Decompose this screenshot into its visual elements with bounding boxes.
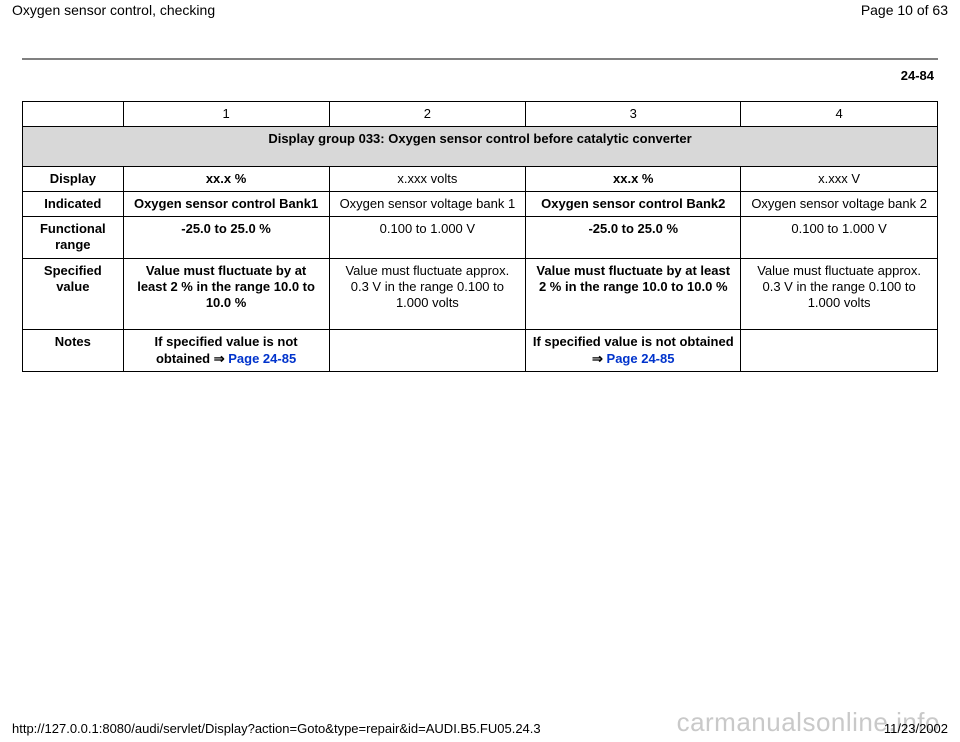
col-header-4: 4 — [741, 102, 938, 127]
col-header-3: 3 — [526, 102, 741, 127]
empty-cell — [741, 330, 938, 372]
cell: x.xxx volts — [329, 166, 526, 191]
cell: Value must fluctuate by at least 2 % in … — [526, 258, 741, 330]
cell: -25.0 to 25.0 % — [526, 217, 741, 259]
document-title: Oxygen sensor control, checking — [12, 2, 215, 18]
arrow-icon: ⇒ — [214, 351, 229, 366]
table-row: Specified value Value must fluctuate by … — [23, 258, 938, 330]
notes-cell-3: If specified value is not obtained ⇒ Pag… — [526, 330, 741, 372]
cell: Oxygen sensor control Bank2 — [526, 191, 741, 216]
cell: Value must fluctuate approx. 0.3 V in th… — [329, 258, 526, 330]
row-label-functional: Functional range — [23, 217, 124, 259]
cell: x.xxx V — [741, 166, 938, 191]
group-title: Display group 033: Oxygen sensor control… — [23, 127, 938, 166]
empty-cell — [329, 330, 526, 372]
display-group-table: 1 2 3 4 Display group 033: Oxygen sensor… — [22, 101, 938, 372]
cell: Oxygen sensor control Bank1 — [123, 191, 329, 216]
group-title-row: Display group 033: Oxygen sensor control… — [23, 127, 938, 166]
col-header-blank — [23, 102, 124, 127]
page-indicator: Page 10 of 63 — [861, 2, 948, 18]
cell: Value must fluctuate by at least 2 % in … — [123, 258, 329, 330]
section-number: 24-84 — [0, 60, 960, 83]
notes-prefix: If specified value is not obtained — [533, 334, 734, 349]
footer-date: 11/23/2002 — [884, 721, 948, 736]
notes-cell-1: If specified value is not obtained ⇒ Pag… — [123, 330, 329, 372]
arrow-icon: ⇒ — [592, 351, 607, 366]
table-row: Functional range -25.0 to 25.0 % 0.100 t… — [23, 217, 938, 259]
cell: xx.x % — [526, 166, 741, 191]
cell: 0.100 to 1.000 V — [329, 217, 526, 259]
page-link[interactable]: Page 24-85 — [228, 351, 296, 366]
page-link[interactable]: Page 24-85 — [607, 351, 675, 366]
cell: xx.x % — [123, 166, 329, 191]
page-footer: http://127.0.0.1:8080/audi/servlet/Displ… — [12, 721, 948, 736]
cell: -25.0 to 25.0 % — [123, 217, 329, 259]
page-header: Oxygen sensor control, checking Page 10 … — [0, 0, 960, 18]
row-label-indicated: Indicated — [23, 191, 124, 216]
table-row: Indicated Oxygen sensor control Bank1 Ox… — [23, 191, 938, 216]
table-header-row: 1 2 3 4 — [23, 102, 938, 127]
row-label-display: Display — [23, 166, 124, 191]
table-row: Display xx.x % x.xxx volts xx.x % x.xxx … — [23, 166, 938, 191]
row-label-notes: Notes — [23, 330, 124, 372]
footer-url: http://127.0.0.1:8080/audi/servlet/Displ… — [12, 721, 541, 736]
table-row: Notes If specified value is not obtained… — [23, 330, 938, 372]
cell: Value must fluctuate approx. 0.3 V in th… — [741, 258, 938, 330]
col-header-2: 2 — [329, 102, 526, 127]
col-header-1: 1 — [123, 102, 329, 127]
table-container: 1 2 3 4 Display group 033: Oxygen sensor… — [0, 83, 960, 372]
cell: Oxygen sensor voltage bank 2 — [741, 191, 938, 216]
cell: Oxygen sensor voltage bank 1 — [329, 191, 526, 216]
row-label-specified: Specified value — [23, 258, 124, 330]
cell: 0.100 to 1.000 V — [741, 217, 938, 259]
